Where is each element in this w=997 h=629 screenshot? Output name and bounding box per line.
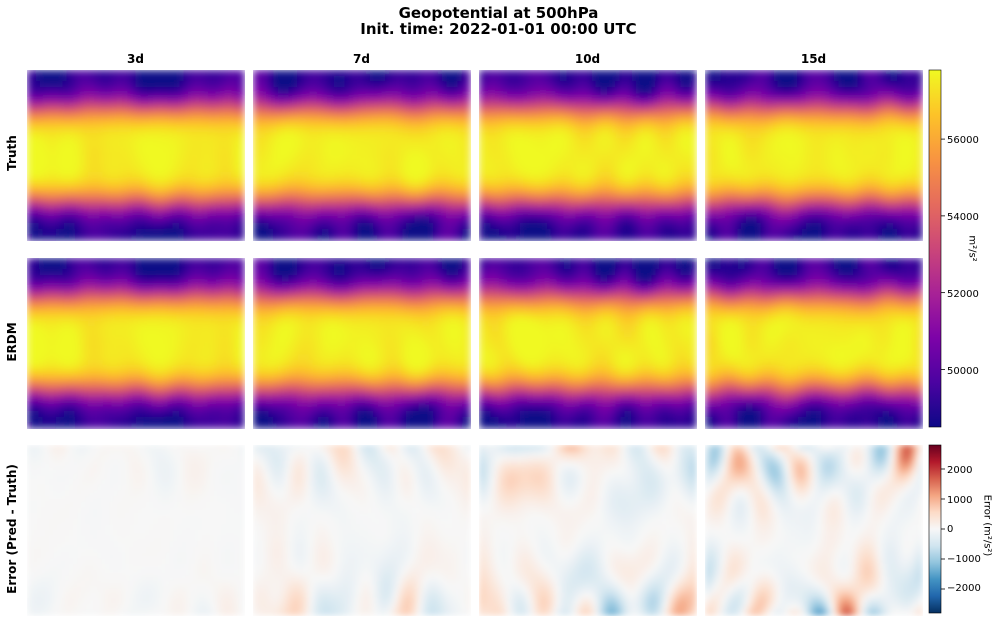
heatmap-panel-truth-10d	[479, 70, 697, 241]
heatmap-panel-truth-15d	[705, 70, 923, 241]
heatmap-panel-error-pred-truth-3d	[27, 445, 245, 616]
cb-field-tick-56000: 56000	[947, 136, 979, 146]
colorbar-field-label: m²/s²	[967, 219, 978, 279]
colorbar-error	[929, 445, 941, 613]
heatmap-panel-truth-7d	[253, 70, 471, 241]
cb-field-tick-52000: 52000	[947, 290, 979, 300]
heatmap-panel-error-pred-truth-15d	[705, 445, 923, 616]
heatmap-panel-erdm-15d	[705, 258, 923, 429]
heatmap-panel-error-pred-truth-10d	[479, 445, 697, 616]
cb-error-tick-neg1000: −1000	[947, 555, 981, 565]
heatmap-panel-erdm-3d	[27, 258, 245, 429]
cb-error-tick-0: 0	[947, 525, 953, 535]
heatmap-panel-error-pred-truth-7d	[253, 445, 471, 616]
colorbar-field	[929, 70, 941, 427]
heatmap-panel-erdm-7d	[253, 258, 471, 429]
colorbar-error-label: Error (m²/s²)	[982, 466, 993, 586]
heatmap-panel-erdm-10d	[479, 258, 697, 429]
cb-error-tick-neg2000: −2000	[947, 584, 981, 594]
heatmap-panel-truth-3d	[27, 70, 245, 241]
cb-error-tick-2000: 2000	[947, 466, 972, 476]
cb-error-tick-1000: 1000	[947, 496, 972, 506]
cb-field-tick-50000: 50000	[947, 367, 979, 377]
